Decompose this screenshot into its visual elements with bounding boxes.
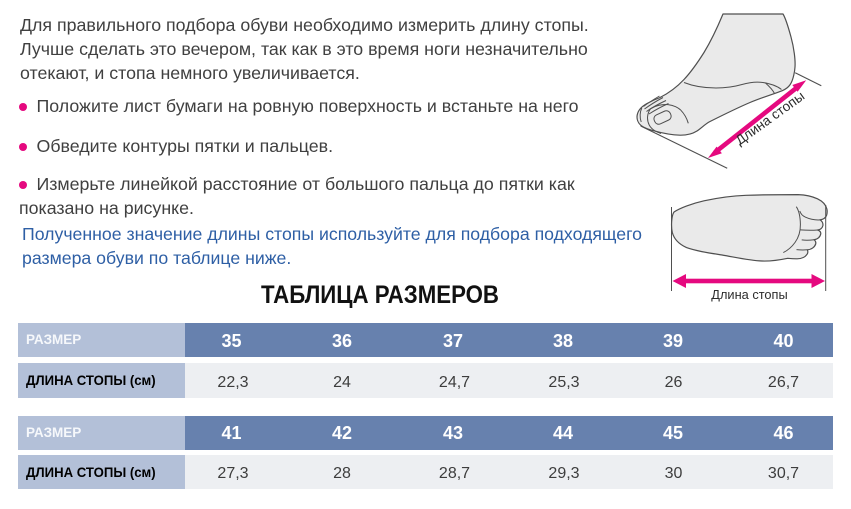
svg-text:Длина стопы: Длина стопы	[711, 287, 787, 302]
